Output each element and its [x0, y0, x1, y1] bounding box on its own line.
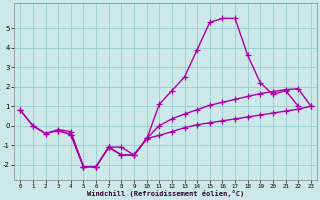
X-axis label: Windchill (Refroidissement éolien,°C): Windchill (Refroidissement éolien,°C) [87, 190, 244, 197]
